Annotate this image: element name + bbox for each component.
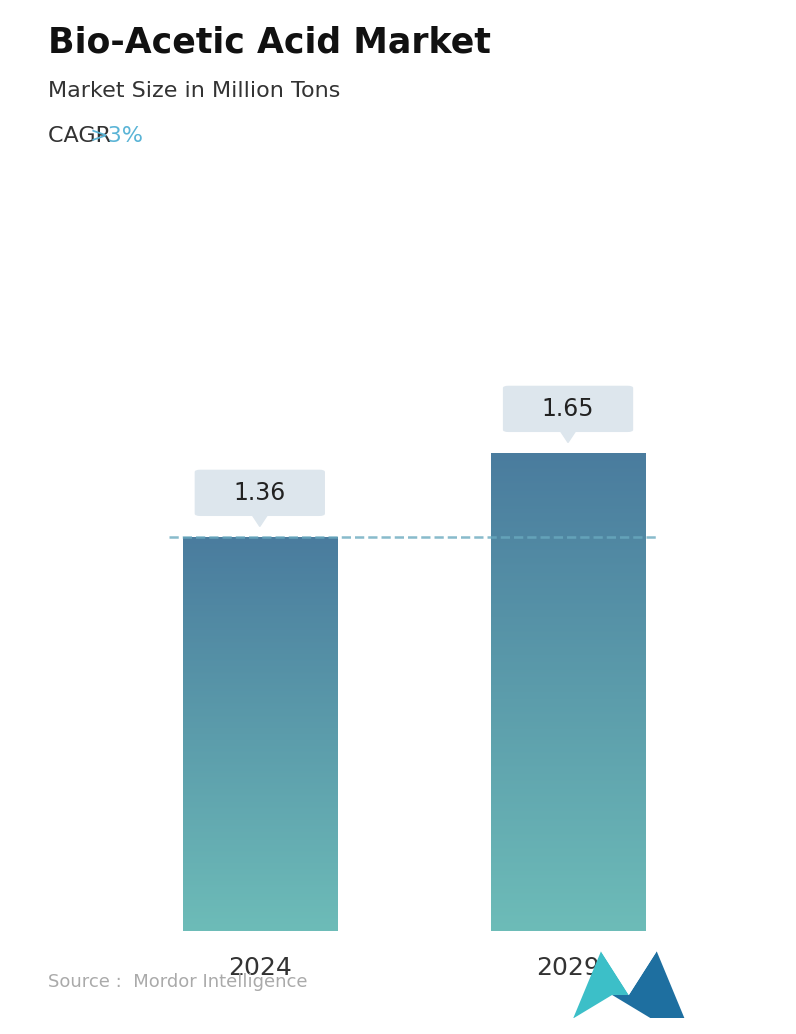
- Text: CAGR: CAGR: [48, 126, 118, 146]
- Polygon shape: [573, 951, 629, 1018]
- Text: Source :  Mordor Intelligence: Source : Mordor Intelligence: [48, 973, 307, 991]
- Polygon shape: [560, 430, 576, 443]
- Polygon shape: [612, 951, 685, 1018]
- Text: 1.36: 1.36: [234, 481, 286, 505]
- Text: Market Size in Million Tons: Market Size in Million Tons: [48, 81, 340, 100]
- FancyBboxPatch shape: [195, 469, 325, 516]
- Polygon shape: [252, 514, 268, 526]
- Polygon shape: [601, 951, 657, 995]
- Text: 1.65: 1.65: [542, 397, 595, 421]
- FancyBboxPatch shape: [503, 386, 633, 432]
- Text: >3%: >3%: [90, 126, 144, 146]
- Text: Bio-Acetic Acid Market: Bio-Acetic Acid Market: [48, 26, 490, 60]
